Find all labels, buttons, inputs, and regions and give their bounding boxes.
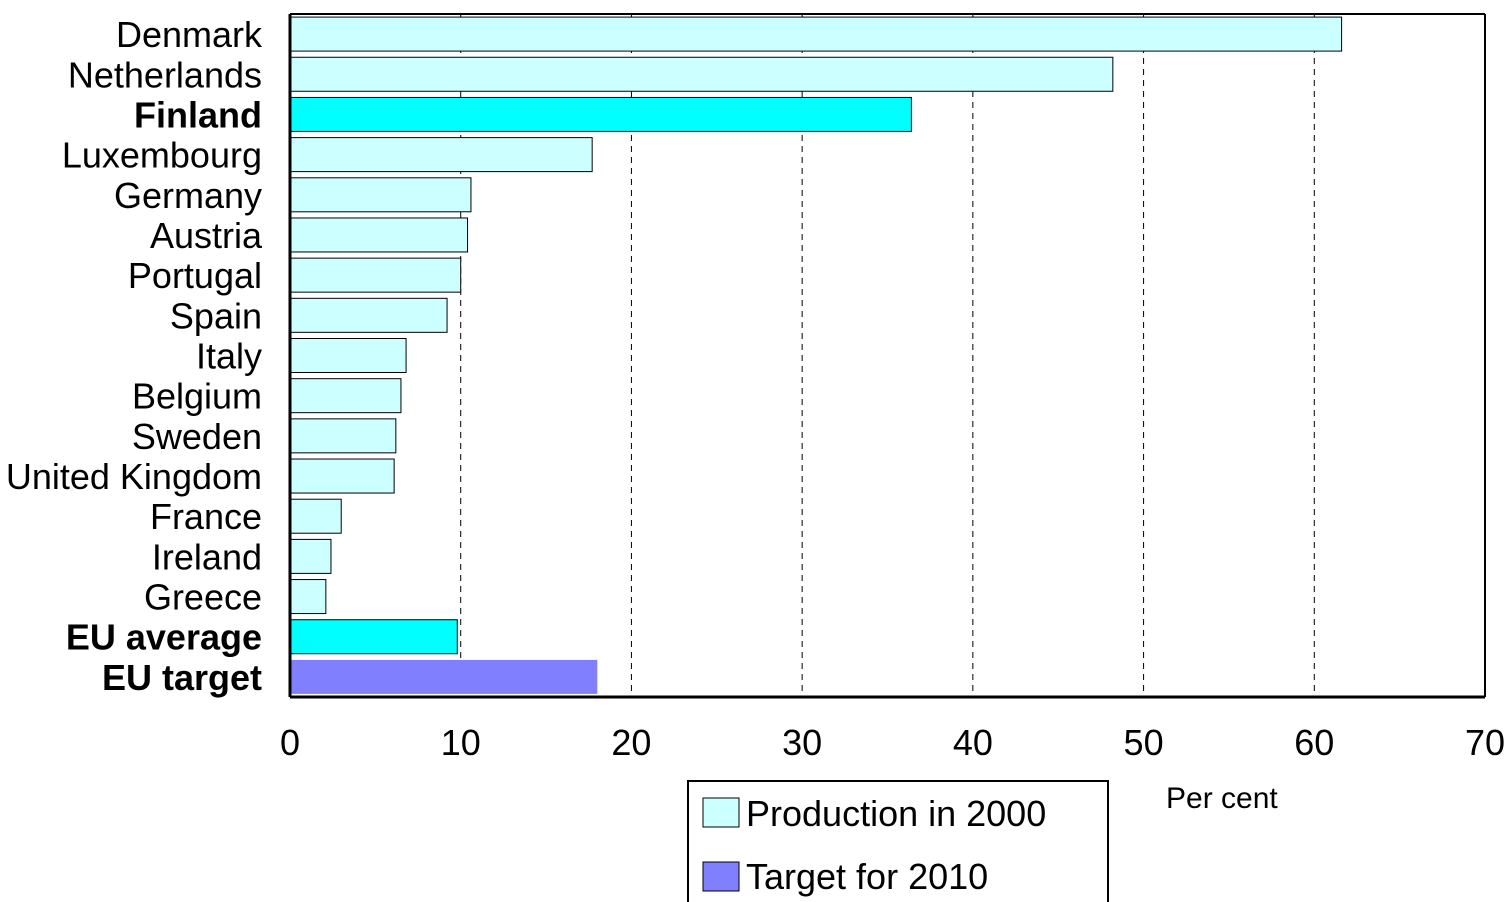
x-tick-label-20: 20 (611, 722, 651, 763)
bar-austria (289, 217, 469, 253)
bar-belgium (289, 378, 402, 414)
category-label-finland: Finland (134, 94, 262, 135)
x-tick-labels: 0 10 20 30 40 50 60 70 (280, 722, 1505, 763)
category-label-netherlands: Netherlands (68, 54, 262, 95)
bar-germany (289, 177, 472, 213)
legend-swatch-target (702, 861, 740, 892)
category-label-austria: Austria (150, 215, 263, 256)
category-label-greece: Greece (144, 577, 262, 618)
legend-box (687, 780, 1109, 902)
bar-sweden (289, 418, 397, 454)
bar-luxembourg (289, 137, 593, 173)
bar-eu-target (290, 659, 598, 694)
bar-netherlands (289, 56, 1114, 92)
category-label-germany: Germany (114, 175, 262, 216)
category-label-united-kingdom: United Kingdom (6, 456, 262, 497)
category-label-ireland: Ireland (152, 536, 262, 577)
category-labels: DenmarkNetherlandsFinlandLuxembourgGerma… (6, 14, 263, 698)
x-tick-label-70: 70 (1465, 722, 1505, 763)
bar-greece (289, 579, 327, 615)
category-label-eu-target: EU target (102, 657, 262, 698)
legend-swatch-production (702, 797, 740, 828)
bar-france (289, 498, 342, 534)
bar-portugal (289, 257, 462, 293)
x-axis-label: Per cent (1166, 782, 1278, 815)
bar-eu-average (289, 619, 458, 655)
category-label-sweden: Sweden (132, 416, 262, 457)
category-label-italy: Italy (196, 336, 262, 377)
category-label-denmark: Denmark (116, 14, 263, 55)
category-label-luxembourg: Luxembourg (62, 135, 262, 176)
category-label-eu-average: EU average (66, 617, 262, 658)
category-label-portugal: Portugal (128, 255, 262, 296)
bar-spain (289, 297, 448, 333)
x-tick-label-10: 10 (441, 722, 481, 763)
x-tick-label-0: 0 (280, 722, 300, 763)
bar-united-kingdom (289, 458, 395, 494)
bars (289, 16, 1343, 694)
bar-finland (289, 96, 912, 132)
legend-label-production: Production in 2000 (746, 793, 1046, 834)
axes (288, 13, 1486, 699)
bar-ireland (289, 538, 332, 574)
x-tick-label-30: 30 (782, 722, 822, 763)
category-label-spain: Spain (170, 295, 262, 336)
x-tick-label-50: 50 (1124, 722, 1164, 763)
bar-denmark (289, 16, 1343, 52)
legend: Production in 2000 Target for 2010 (687, 780, 1109, 902)
legend-label-target: Target for 2010 (746, 856, 988, 897)
bar-italy (289, 338, 407, 373)
x-tick-label-40: 40 (953, 722, 993, 763)
category-label-france: France (150, 496, 262, 537)
x-tick-label-60: 60 (1294, 722, 1334, 763)
category-label-belgium: Belgium (132, 376, 262, 417)
